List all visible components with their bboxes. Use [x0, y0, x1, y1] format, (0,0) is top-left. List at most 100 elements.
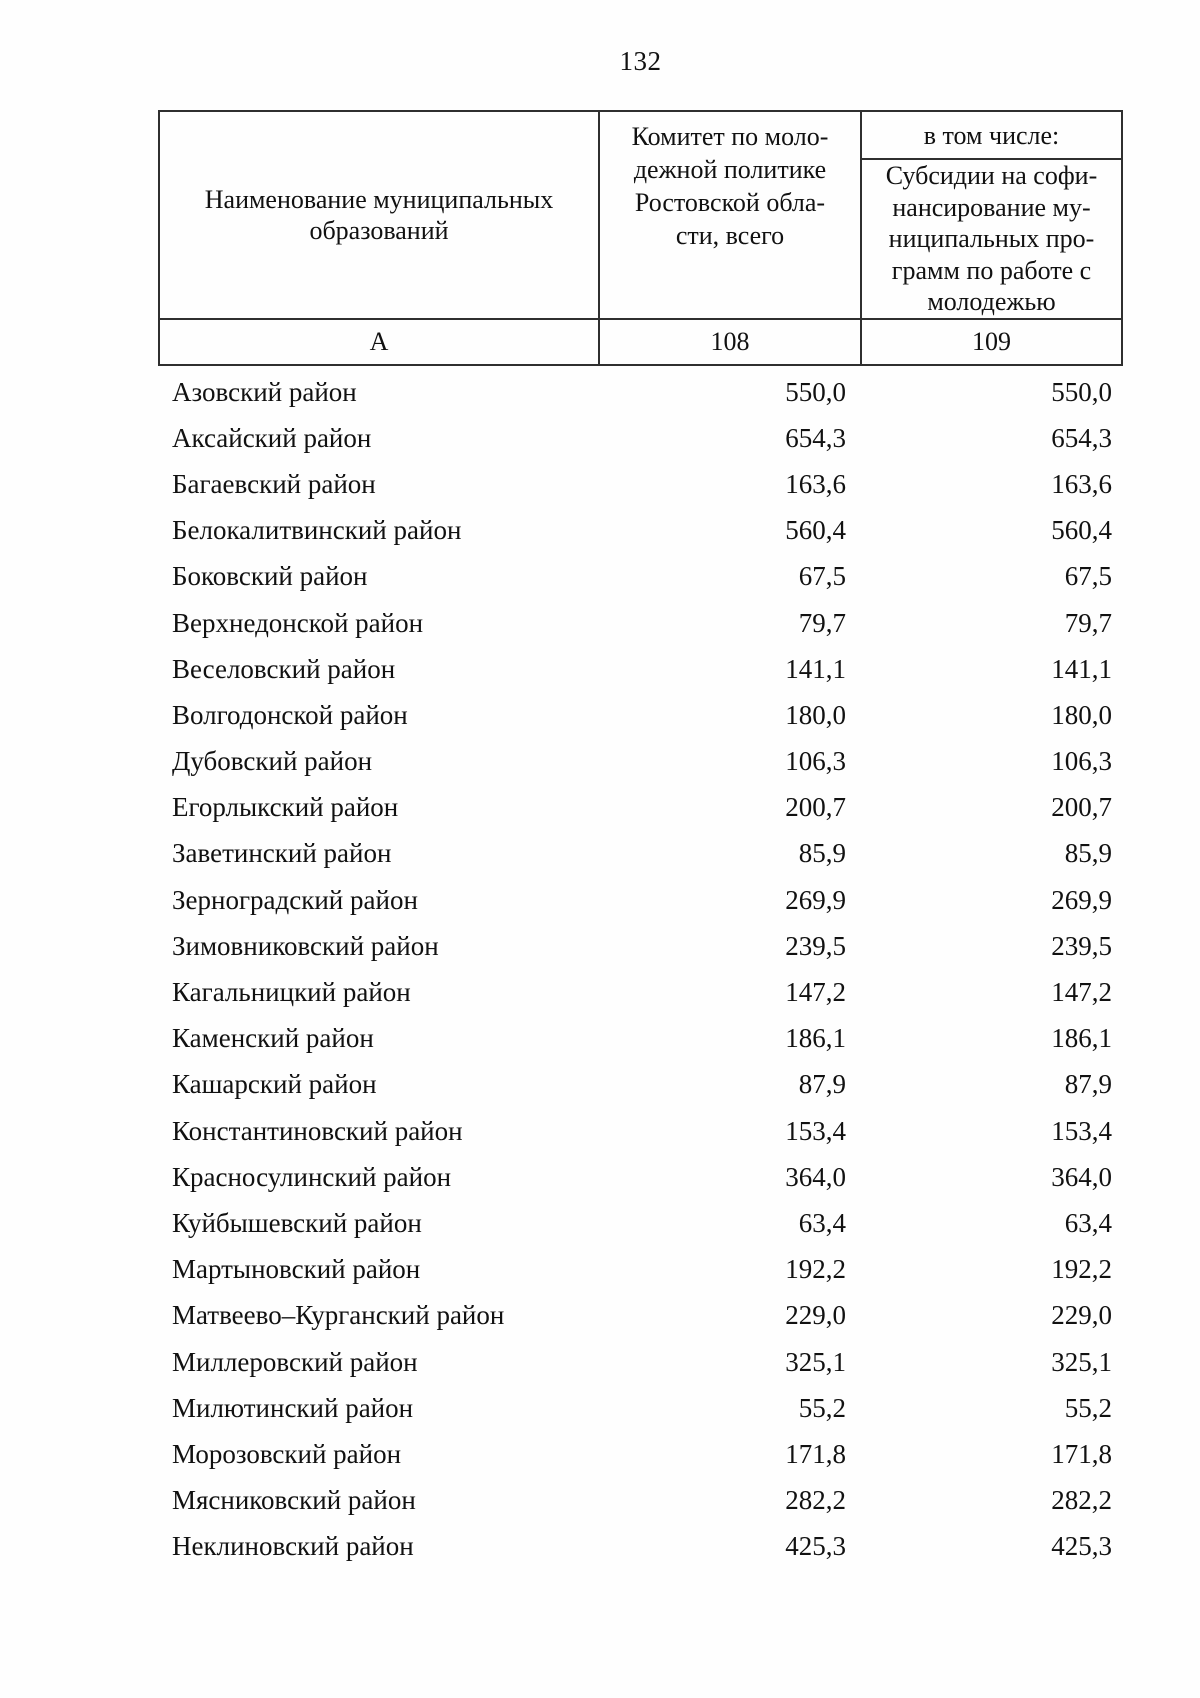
value-subsidy: 153,4 — [1051, 1115, 1112, 1146]
value-total: 229,0 — [785, 1300, 846, 1331]
table-row: Красносулинский район 364,0 364,0 — [158, 1154, 1123, 1200]
table-row: Зимовниковский район 239,5 239,5 — [158, 923, 1123, 969]
value-subsidy: 654,3 — [1051, 422, 1112, 453]
value-total: 147,2 — [785, 977, 846, 1008]
district-name: Мясниковский район — [172, 1485, 416, 1516]
table-row: Каменский район 186,1 186,1 — [158, 1016, 1123, 1062]
table-row: Заветинский район 85,9 85,9 — [158, 831, 1123, 877]
table-row: Зерноградский район 269,9 269,9 — [158, 877, 1123, 923]
district-name: Боковский район — [172, 561, 368, 592]
table-row: Боковский район 67,5 67,5 — [158, 554, 1123, 600]
district-name: Милютинский район — [172, 1392, 414, 1423]
value-subsidy: 282,2 — [1051, 1485, 1112, 1516]
table-row: Кашарский район 87,9 87,9 — [158, 1062, 1123, 1108]
value-subsidy: 106,3 — [1051, 746, 1112, 777]
value-total: 186,1 — [785, 1023, 846, 1054]
district-name: Морозовский район — [172, 1438, 402, 1469]
district-name: Матвеево–Курганский район — [172, 1300, 505, 1331]
value-subsidy: 186,1 — [1051, 1023, 1112, 1054]
value-total: 87,9 — [798, 1069, 846, 1100]
table-row: Верхнедонской район 79,7 79,7 — [158, 600, 1123, 646]
table-body: Азовский район 550,0 550,0 Аксайский рай… — [158, 369, 1123, 1570]
value-total: 239,5 — [785, 930, 846, 961]
value-total: 180,0 — [785, 699, 846, 730]
district-name: Зерноградский район — [172, 884, 418, 915]
district-name: Мартыновский район — [172, 1254, 421, 1285]
district-name: Белокалитвинский район — [172, 515, 462, 546]
table-row: Неклиновский район 425,3 425,3 — [158, 1524, 1123, 1570]
table-row: Азовский район 550,0 550,0 — [158, 369, 1123, 415]
value-subsidy: 180,0 — [1051, 699, 1112, 730]
table-row: Веселовский район 141,1 141,1 — [158, 646, 1123, 692]
table-row: Мартыновский район 192,2 192,2 — [158, 1247, 1123, 1293]
table-row: Милютинский район 55,2 55,2 — [158, 1385, 1123, 1431]
page-number: 132 — [619, 46, 662, 76]
value-subsidy: 239,5 — [1051, 930, 1112, 961]
value-total: 269,9 — [785, 884, 846, 915]
value-total: 67,5 — [798, 561, 846, 592]
district-name: Неклиновский район — [172, 1531, 414, 1562]
value-subsidy: 550,0 — [1051, 376, 1112, 407]
district-name: Заветинский район — [172, 838, 392, 869]
value-total: 282,2 — [785, 1485, 846, 1516]
value-total: 106,3 — [785, 746, 846, 777]
value-total: 364,0 — [785, 1161, 846, 1192]
value-total: 63,4 — [798, 1207, 846, 1238]
value-total: 560,4 — [785, 515, 846, 546]
district-name: Миллеровский район — [172, 1346, 418, 1377]
table-row: Кагальницкий район 147,2 147,2 — [158, 969, 1123, 1015]
header-including: в том числе: — [860, 110, 1123, 160]
value-subsidy: 79,7 — [1064, 607, 1112, 638]
header-municipalities: Наименование муниципальных образований — [158, 110, 600, 320]
table-row: Аксайский район 654,3 654,3 — [158, 415, 1123, 461]
value-total: 325,1 — [785, 1346, 846, 1377]
district-name: Багаевский район — [172, 468, 376, 499]
district-name: Веселовский район — [172, 653, 396, 684]
district-name: Азовский район — [172, 376, 357, 407]
column-letter-a: А — [158, 318, 600, 366]
table-row: Дубовский район 106,3 106,3 — [158, 739, 1123, 785]
district-name: Кагальницкий район — [172, 977, 411, 1008]
district-name: Красносулинский район — [172, 1161, 452, 1192]
table-row: Матвеево–Курганский район 229,0 229,0 — [158, 1293, 1123, 1339]
value-subsidy: 147,2 — [1051, 977, 1112, 1008]
value-subsidy: 87,9 — [1064, 1069, 1112, 1100]
value-subsidy: 425,3 — [1051, 1531, 1112, 1562]
table-row: Константиновский район 153,4 153,4 — [158, 1108, 1123, 1154]
table-row: Морозовский район 171,8 171,8 — [158, 1431, 1123, 1477]
table-row: Багаевский район 163,6 163,6 — [158, 461, 1123, 507]
value-subsidy: 269,9 — [1051, 884, 1112, 915]
district-name: Каменский район — [172, 1023, 374, 1054]
value-subsidy: 560,4 — [1051, 515, 1112, 546]
value-total: 200,7 — [785, 792, 846, 823]
value-total: 85,9 — [798, 838, 846, 869]
value-subsidy: 85,9 — [1064, 838, 1112, 869]
district-name: Волгодонской район — [172, 699, 408, 730]
district-name: Дубовский район — [172, 746, 373, 777]
value-subsidy: 364,0 — [1051, 1161, 1112, 1192]
value-total: 654,3 — [785, 422, 846, 453]
budget-table-header: Наименование муниципальных образований К… — [158, 110, 1123, 366]
table-row: Куйбышевский район 63,4 63,4 — [158, 1200, 1123, 1246]
district-name: Куйбышевский район — [172, 1207, 422, 1238]
value-subsidy: 67,5 — [1064, 561, 1112, 592]
district-name: Зимовниковский район — [172, 930, 439, 961]
district-name: Кашарский район — [172, 1069, 377, 1100]
district-name: Аксайский район — [172, 422, 372, 453]
value-total: 550,0 — [785, 376, 846, 407]
value-total: 425,3 — [785, 1531, 846, 1562]
table-row: Миллеровский район 325,1 325,1 — [158, 1339, 1123, 1385]
value-subsidy: 141,1 — [1051, 653, 1112, 684]
value-subsidy: 229,0 — [1051, 1300, 1112, 1331]
value-subsidy: 192,2 — [1051, 1254, 1112, 1285]
header-committee-total: Комитет по моло- дежной политике Ростовс… — [598, 110, 862, 320]
value-subsidy: 163,6 — [1051, 468, 1112, 499]
district-name: Константиновский район — [172, 1115, 463, 1146]
value-subsidy: 171,8 — [1051, 1438, 1112, 1469]
value-total: 171,8 — [785, 1438, 846, 1469]
table-row: Волгодонской район 180,0 180,0 — [158, 692, 1123, 738]
value-total: 163,6 — [785, 468, 846, 499]
district-name: Егорлыкский район — [172, 792, 399, 823]
column-code-109: 109 — [860, 318, 1123, 366]
